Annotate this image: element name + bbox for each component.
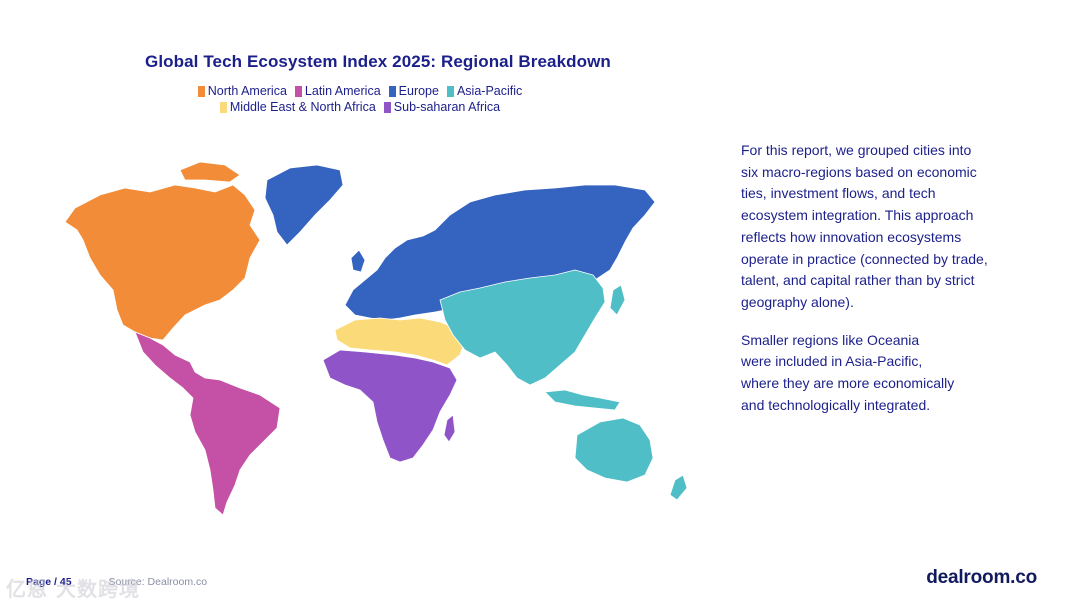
region-sub-saharan-africa [322, 349, 458, 463]
legend-item-north-america: North America [197, 84, 287, 98]
brand-logo: dealroom.co [926, 567, 1037, 588]
footer: Page / 45 Source: Dealroom.co [26, 576, 207, 588]
description-paragraph-2: Smaller regions like Oceania were includ… [741, 331, 955, 413]
world-map [55, 140, 715, 540]
region-new-zealand [669, 474, 688, 501]
legend-item-mena: Middle East & North Africa [219, 100, 376, 114]
region-north-america [64, 184, 261, 341]
legend-swatch-europe [388, 85, 396, 97]
legend-label: Europe [398, 84, 439, 98]
legend-row-1: North America Latin America Europe Asia-… [150, 83, 570, 99]
legend-item-latin-america: Latin America [294, 84, 381, 98]
page-number: Page / 45 [26, 576, 72, 588]
legend-swatch-latin-america [294, 85, 302, 97]
region-madagascar [443, 414, 456, 443]
legend-item-asia-pacific: Asia-Pacific [446, 84, 523, 98]
legend-label: North America [207, 84, 287, 98]
region-latin-america [134, 331, 281, 516]
region-japan [609, 284, 626, 316]
legend-label: Asia-Pacific [456, 84, 523, 98]
region-greenland [264, 164, 344, 246]
region-mena [334, 317, 466, 366]
description-paragraph-1: For this report, we grouped cities into … [741, 142, 988, 310]
source-note: Source: Dealroom.co [108, 576, 208, 588]
world-map-svg [64, 161, 688, 516]
page-title: Global Tech Ecosystem Index 2025: Region… [145, 52, 611, 71]
legend-item-europe: Europe [388, 84, 439, 98]
legend-swatch-asia-pacific [446, 85, 454, 97]
legend-swatch-sub-saharan-africa [383, 101, 391, 113]
region-asia-pacific [439, 269, 606, 386]
region-north-america-islands [179, 161, 241, 183]
legend-row-2: Middle East & North Africa Sub-saharan A… [150, 99, 570, 115]
region-australia [574, 417, 654, 483]
map-legend: North America Latin America Europe Asia-… [150, 83, 570, 115]
legend-label: Latin America [304, 84, 381, 98]
legend-label: Middle East & North Africa [229, 100, 376, 114]
legend-item-sub-saharan-africa: Sub-saharan Africa [383, 100, 501, 114]
legend-swatch-mena [219, 101, 227, 113]
legend-swatch-north-america [197, 85, 205, 97]
description: For this report, we grouped cities into … [741, 140, 1041, 432]
region-indonesia [544, 389, 621, 411]
region-europe [344, 184, 656, 321]
legend-label: Sub-saharan Africa [393, 100, 501, 114]
region-europe-uk [350, 249, 366, 273]
